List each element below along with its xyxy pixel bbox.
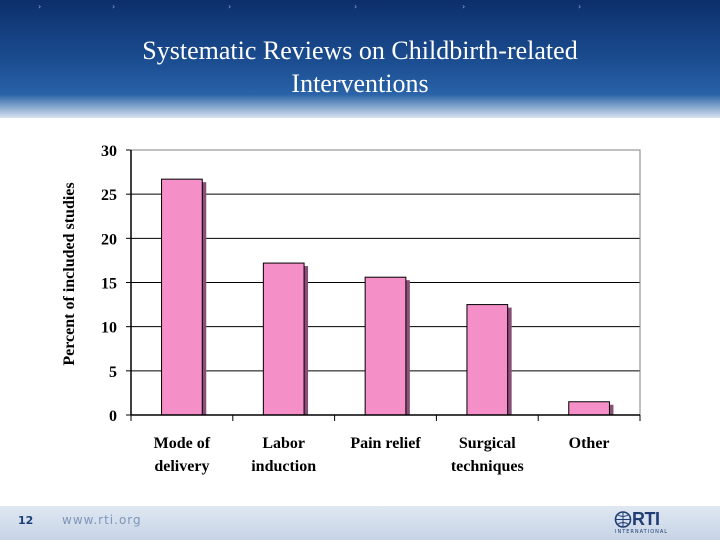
- footer-url: www.rti.org: [62, 513, 142, 527]
- globe-icon: [614, 511, 632, 528]
- x-category-label: delivery: [154, 458, 209, 475]
- y-tick-label: 5: [109, 364, 117, 381]
- logo-text: RTI: [632, 509, 660, 529]
- bar: [161, 178, 203, 416]
- y-axis-label: Percent of included studies: [61, 182, 78, 365]
- x-category-label: induction: [251, 458, 316, 475]
- x-category-label: Pain relief: [350, 435, 421, 452]
- x-category-label: techniques: [451, 458, 524, 475]
- slide-title-line2: Interventions: [291, 69, 429, 98]
- x-category-label: Other: [569, 435, 610, 452]
- bar: [466, 304, 509, 416]
- bar-chart: 0 5 10 15 20 25 30 Mode of delivery Labor inducti…: [61, 143, 641, 475]
- y-tick-label: 25: [101, 187, 117, 204]
- bar: [568, 401, 610, 416]
- y-tick-label: 30: [101, 143, 117, 160]
- x-category-label: Mode of: [154, 435, 211, 452]
- header-decoration: › › › › › ›: [38, 2, 582, 11]
- axes: [126, 149, 641, 421]
- bar: [262, 262, 305, 416]
- page-number: 12: [18, 514, 34, 527]
- y-tick-labels: 0 5 10 15 20 25 30: [101, 143, 117, 425]
- bar: [364, 276, 407, 416]
- x-category-label: Surgical: [459, 435, 516, 452]
- bars: [161, 178, 614, 416]
- footer-band: [0, 506, 720, 540]
- logo-subtext: INTERNATIONAL: [615, 529, 669, 535]
- header-band: [0, 0, 720, 118]
- rti-logo: RTI INTERNATIONAL: [614, 509, 678, 537]
- y-tick-label: 10: [101, 320, 117, 337]
- x-category-label: Labor: [262, 435, 305, 452]
- y-tick-label: 0: [109, 408, 117, 425]
- y-tick-label: 20: [101, 231, 117, 248]
- slide-title: Systematic Reviews on Childbirth-related…: [0, 34, 720, 100]
- slide-title-line1: Systematic Reviews on Childbirth-related: [142, 36, 578, 65]
- x-category-labels: Mode of delivery Labor induction Pain relief…: [154, 435, 610, 475]
- y-tick-label: 15: [101, 276, 117, 293]
